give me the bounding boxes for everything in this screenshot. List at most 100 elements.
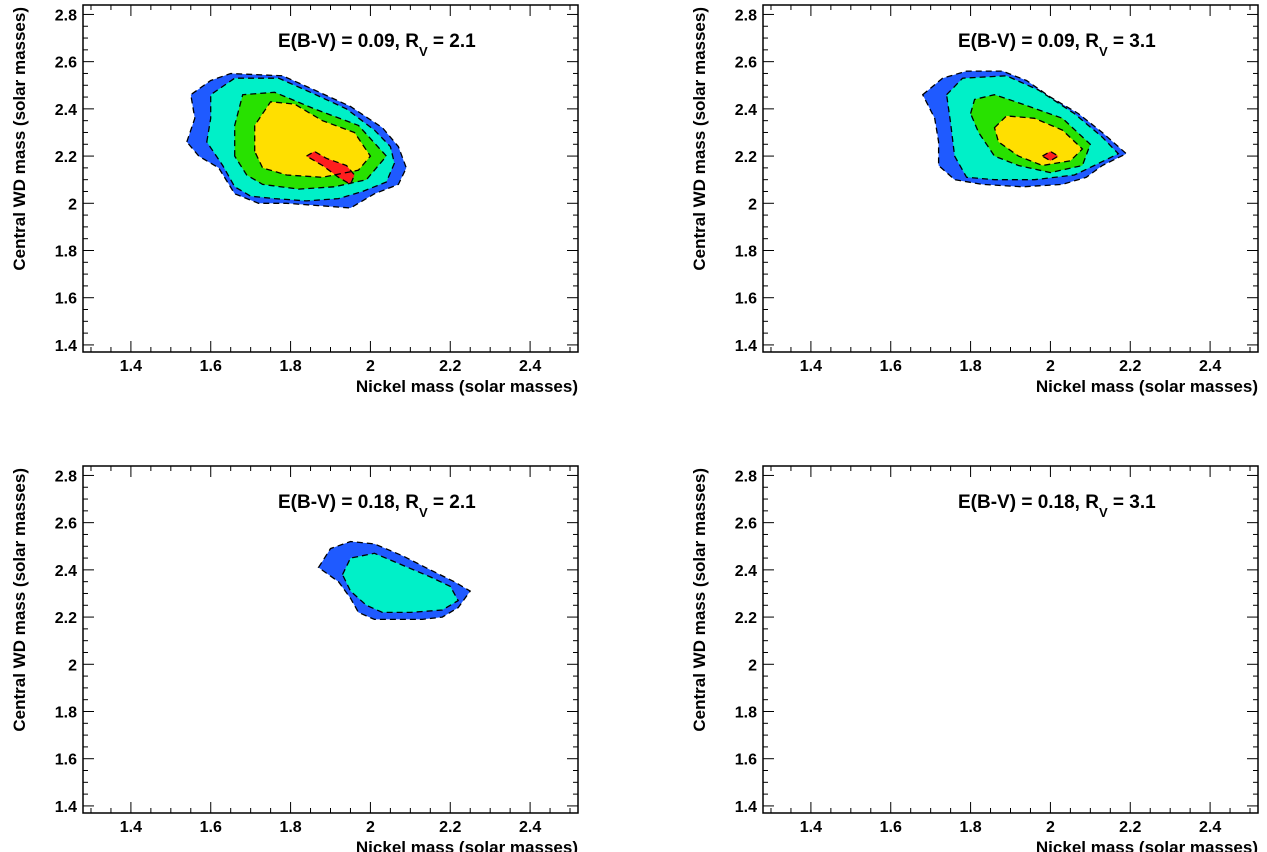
y-tick-label: 2: [68, 657, 77, 674]
annotation-tail: = 2.1: [428, 492, 476, 513]
contour-line-level-4: [993, 115, 1084, 167]
x-axis: 1.4 1.6 1.8 2 2.2 2.4: [770, 5, 1251, 375]
x-tick-label: 1.6: [880, 819, 902, 836]
contour-line-level-3: [969, 94, 1092, 174]
annotation-subscript: V: [1099, 505, 1108, 520]
panel-bottom-right: 1.4 1.6 1.8 2 2.2 2.4 1.4 1.6 1.8 2 2.2 2.4 2.6 2.8 Ni…: [690, 465, 1259, 852]
annotation-main: E(B-V) = 0.18, R: [278, 492, 419, 513]
panel-top-left: 1.4 1.6 1.8 2 2.2 2.4 1.4 1.6 1.8 2 2.2 2.4 2.6 2.8 Ni…: [10, 4, 579, 396]
panel-annotation: E(B-V) = 0.18, RV = 3.1: [958, 492, 1156, 520]
x-tick-label: 1.8: [959, 358, 981, 375]
y-tick-label: 2.4: [55, 563, 77, 580]
annotation-tail: = 2.1: [428, 31, 476, 52]
y-tick-label: 2.8: [55, 7, 77, 24]
contour-fill-level-5: [306, 151, 355, 185]
y-tick-label: 2.2: [55, 610, 77, 627]
contour-line-level-5: [305, 150, 356, 186]
x-tick-label: 1.4: [120, 358, 142, 375]
y-tick-label: 1.4: [55, 799, 77, 816]
y-tick-label: 2.2: [735, 149, 757, 166]
y-tick-label: 2: [748, 657, 757, 674]
y-tick-label: 2.6: [55, 55, 77, 72]
annotation-subscript: V: [1099, 44, 1108, 59]
contour-line-level-5: [1041, 150, 1060, 162]
y-tick-label: 2.6: [55, 516, 77, 533]
x-tick-label: 1.6: [200, 819, 222, 836]
y-tick-label: 1.6: [735, 291, 757, 308]
contour-fill-level-4: [254, 101, 371, 178]
panel-top-right: 1.4 1.6 1.8 2 2.2 2.4 1.4 1.6 1.8 2 2.2 2.4 2.6 2.8 Ni…: [690, 4, 1259, 396]
y-tick-label: 1.8: [735, 243, 757, 260]
annotation-tail: = 3.1: [1108, 31, 1156, 52]
x-tick-label: 1.8: [959, 819, 981, 836]
x-tick-label: 2.4: [519, 819, 541, 836]
x-tick-label: 2.4: [519, 358, 541, 375]
y-tick-label: 1.4: [55, 338, 77, 355]
y-tick-label: 2.2: [55, 149, 77, 166]
x-tick-label: 2.4: [1199, 819, 1221, 836]
contour-fill-level-4: [994, 115, 1083, 166]
x-axis-title: Nickel mass (solar masses): [356, 838, 578, 852]
x-axis-title: Nickel mass (solar masses): [1036, 838, 1258, 852]
x-axis: 1.4 1.6 1.8 2 2.2 2.4: [770, 466, 1251, 836]
y-axis: 1.4 1.6 1.8 2 2.2 2.4 2.6 2.8: [735, 7, 1258, 355]
y-tick-label: 1.8: [735, 704, 757, 721]
annotation-subscript: V: [419, 505, 428, 520]
annotation-main: E(B-V) = 0.09, R: [278, 31, 419, 52]
x-tick-label: 1.4: [800, 358, 822, 375]
y-axis-title: Central WD mass (solar masses): [10, 468, 29, 732]
y-tick-label: 2.6: [735, 516, 757, 533]
contour-line-level-1: [317, 540, 472, 621]
plot-area: [83, 466, 578, 813]
x-tick-label: 2: [366, 358, 375, 375]
x-axis-title: Nickel mass (solar masses): [1036, 377, 1258, 396]
x-tick-label: 1.6: [880, 358, 902, 375]
y-tick-label: 2.2: [735, 610, 757, 627]
x-axis: 1.4 1.6 1.8 2 2.2 2.4: [90, 5, 571, 375]
y-tick-label: 1.4: [735, 338, 757, 355]
annotation-tail: = 3.1: [1108, 492, 1156, 513]
y-tick-label: 2.8: [55, 468, 77, 485]
y-tick-label: 2: [68, 196, 77, 213]
y-axis: 1.4 1.6 1.8 2 2.2 2.4 2.6 2.8: [735, 468, 1258, 816]
y-tick-label: 2.4: [55, 102, 77, 119]
x-tick-label: 1.8: [279, 819, 301, 836]
y-tick-label: 2.4: [735, 102, 757, 119]
contour-line-level-3: [234, 91, 388, 190]
y-tick-label: 1.4: [735, 799, 757, 816]
y-tick-label: 2.4: [735, 563, 757, 580]
y-axis-title: Central WD mass (solar masses): [10, 7, 29, 271]
panel-annotation: E(B-V) = 0.09, RV = 2.1: [278, 31, 476, 59]
y-tick-label: 1.6: [55, 752, 77, 769]
plot-area: [763, 466, 1258, 813]
y-tick-label: 2.8: [735, 7, 757, 24]
panel-bottom-left: 1.4 1.6 1.8 2 2.2 2.4 1.4 1.6 1.8 2 2.2 2.4 2.6 2.8 Ni…: [10, 465, 579, 852]
x-tick-label: 2: [366, 819, 375, 836]
x-tick-label: 1.4: [120, 819, 142, 836]
y-axis: 1.4 1.6 1.8 2 2.2 2.4 2.6 2.8: [55, 7, 578, 355]
x-tick-label: 2.4: [1199, 358, 1221, 375]
x-tick-label: 2.2: [439, 819, 461, 836]
x-tick-label: 2.2: [439, 358, 461, 375]
y-tick-label: 1.8: [55, 243, 77, 260]
contour-line-level-2: [206, 77, 396, 202]
contour-fill-level-2: [342, 553, 459, 613]
y-tick-label: 1.6: [735, 752, 757, 769]
y-tick-label: 2.6: [735, 55, 757, 72]
y-tick-label: 1.8: [55, 704, 77, 721]
x-tick-label: 2.2: [1119, 358, 1141, 375]
annotation-main: E(B-V) = 0.18, R: [958, 492, 1099, 513]
annotation-main: E(B-V) = 0.09, R: [958, 31, 1099, 52]
x-tick-label: 1.8: [279, 358, 301, 375]
y-axis: 1.4 1.6 1.8 2 2.2 2.4 2.6 2.8: [55, 468, 578, 816]
contour-line-level-2: [341, 552, 460, 614]
x-tick-label: 2.2: [1119, 819, 1141, 836]
x-tick-label: 1.6: [200, 358, 222, 375]
y-axis-title: Central WD mass (solar masses): [690, 468, 709, 732]
y-axis-title: Central WD mass (solar masses): [690, 7, 709, 271]
y-tick-label: 2: [748, 196, 757, 213]
x-axis: 1.4 1.6 1.8 2 2.2 2.4: [90, 466, 571, 836]
x-tick-label: 2: [1046, 819, 1055, 836]
contour-line-level-2: [945, 75, 1120, 181]
